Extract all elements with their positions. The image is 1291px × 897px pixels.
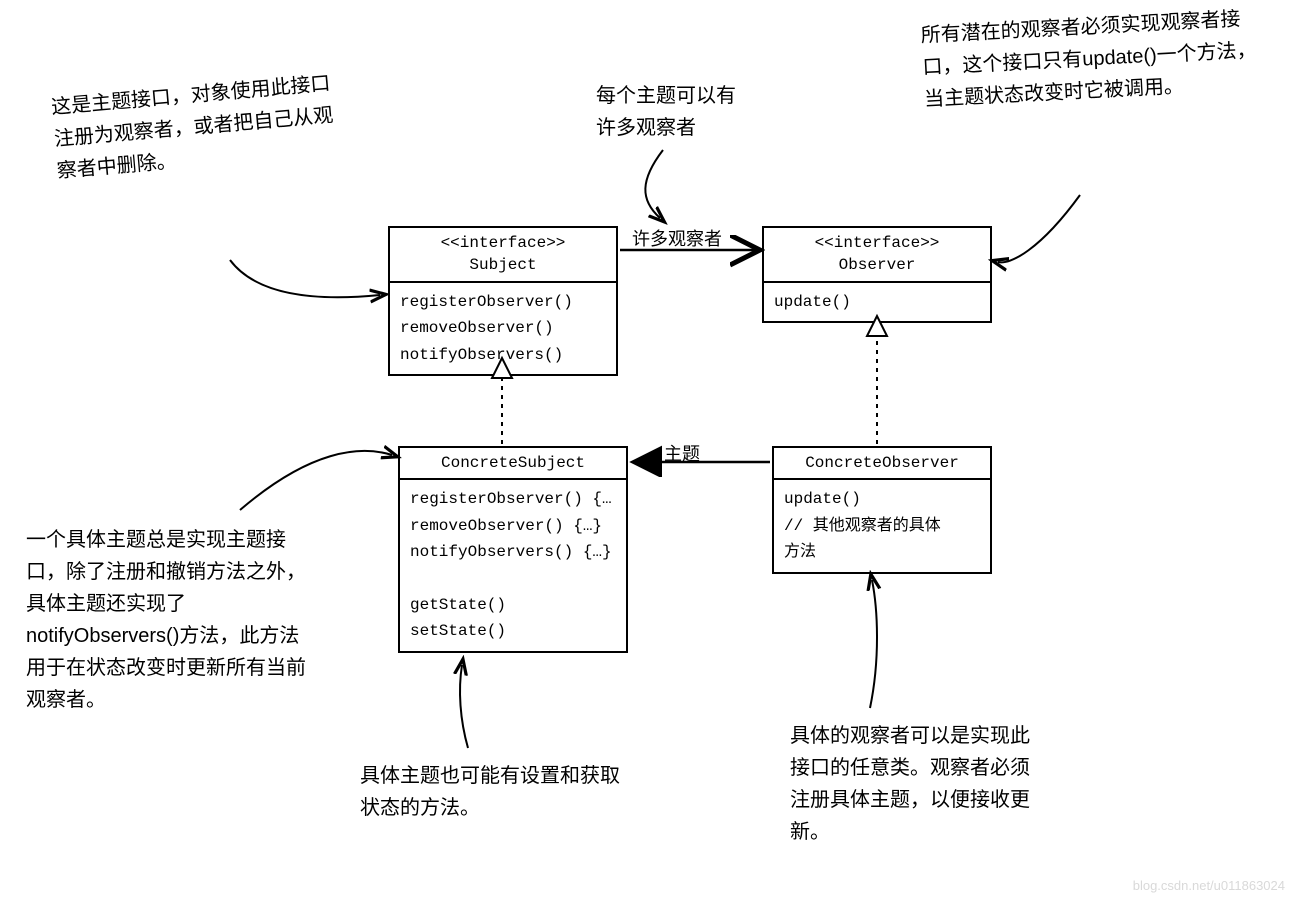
class-name: Subject	[398, 254, 608, 276]
uml-observer-header: <<interface>> Observer	[764, 228, 990, 283]
uml-subject-interface: <<interface>> Subject registerObserver()…	[388, 226, 618, 376]
method: notifyObservers() {…}	[410, 539, 616, 565]
annotation-line: 新。	[790, 816, 1090, 848]
edge-label-subject: 主题	[664, 440, 700, 466]
method: update()	[784, 486, 980, 512]
method: getState()	[410, 592, 616, 618]
class-name: ConcreteSubject	[408, 452, 618, 474]
annotation-subject-interface: 这是主题接口，对象使用此接口注册为观察者，或者把自己从观察者中删除。	[50, 68, 337, 188]
stereotype: <<interface>>	[398, 232, 608, 254]
uml-concrete-observer-header: ConcreteObserver	[774, 448, 990, 480]
annotation-observer-interface: 所有潜在的观察者必须实现观察者接口，这个接口只有update()一个方法，当主题…	[920, 2, 1265, 116]
method: registerObserver() {…	[410, 486, 616, 512]
annotation-concrete-subject: 一个具体主题总是实现主题接口，除了注册和撤销方法之外，具体主题还实现了notif…	[26, 524, 306, 716]
annotation-curve	[240, 451, 392, 510]
method: removeObserver()	[400, 315, 606, 341]
annotation-getset-state: 具体主题也可能有设置和获取 状态的方法。	[360, 760, 660, 824]
method: registerObserver()	[400, 289, 606, 315]
method: 方法	[784, 539, 980, 565]
uml-subject-header: <<interface>> Subject	[390, 228, 616, 283]
uml-subject-methods: registerObserver() removeObserver() noti…	[390, 283, 616, 374]
uml-concrete-subject-header: ConcreteSubject	[400, 448, 626, 480]
edge-label-many-observers: 许多观察者	[632, 225, 722, 251]
uml-concrete-subject: ConcreteSubject registerObserver() {… re…	[398, 446, 628, 653]
method: // 其他观察者的具体	[784, 513, 980, 539]
method: removeObserver() {…}	[410, 513, 616, 539]
annotation-line: 每个主题可以有	[596, 80, 796, 112]
annotation-concrete-observer: 具体的观察者可以是实现此 接口的任意类。观察者必须 注册具体主题，以便接收更 新…	[790, 720, 1090, 848]
method: notifyObservers()	[400, 342, 606, 368]
annotation-line: 注册具体主题，以便接收更	[790, 784, 1090, 816]
method: update()	[774, 289, 980, 315]
annotation-line: 许多观察者	[596, 112, 796, 144]
uml-concrete-observer: ConcreteObserver update() // 其他观察者的具体 方法	[772, 446, 992, 574]
stereotype: <<interface>>	[772, 232, 982, 254]
class-name: ConcreteObserver	[782, 452, 982, 474]
class-name: Observer	[772, 254, 982, 276]
annotation-curve	[460, 665, 468, 748]
annotation-curve	[870, 580, 877, 708]
annotation-line: 具体的观察者可以是实现此	[790, 720, 1090, 752]
annotation-line: 具体主题也可能有设置和获取	[360, 760, 660, 792]
method: setState()	[410, 618, 616, 644]
method-spacer	[410, 566, 616, 592]
annotation-curve	[998, 195, 1080, 262]
annotation-line: 状态的方法。	[360, 792, 660, 824]
annotation-curve	[230, 260, 380, 297]
uml-observer-interface: <<interface>> Observer update()	[762, 226, 992, 323]
annotation-many-observers: 每个主题可以有 许多观察者	[596, 80, 796, 144]
uml-concrete-subject-methods: registerObserver() {… removeObserver() {…	[400, 480, 626, 650]
uml-observer-methods: update()	[764, 283, 990, 321]
watermark: blog.csdn.net/u011863024	[1133, 878, 1285, 893]
annotation-line: 接口的任意类。观察者必须	[790, 752, 1090, 784]
uml-concrete-observer-methods: update() // 其他观察者的具体 方法	[774, 480, 990, 571]
annotation-curve	[645, 150, 663, 218]
